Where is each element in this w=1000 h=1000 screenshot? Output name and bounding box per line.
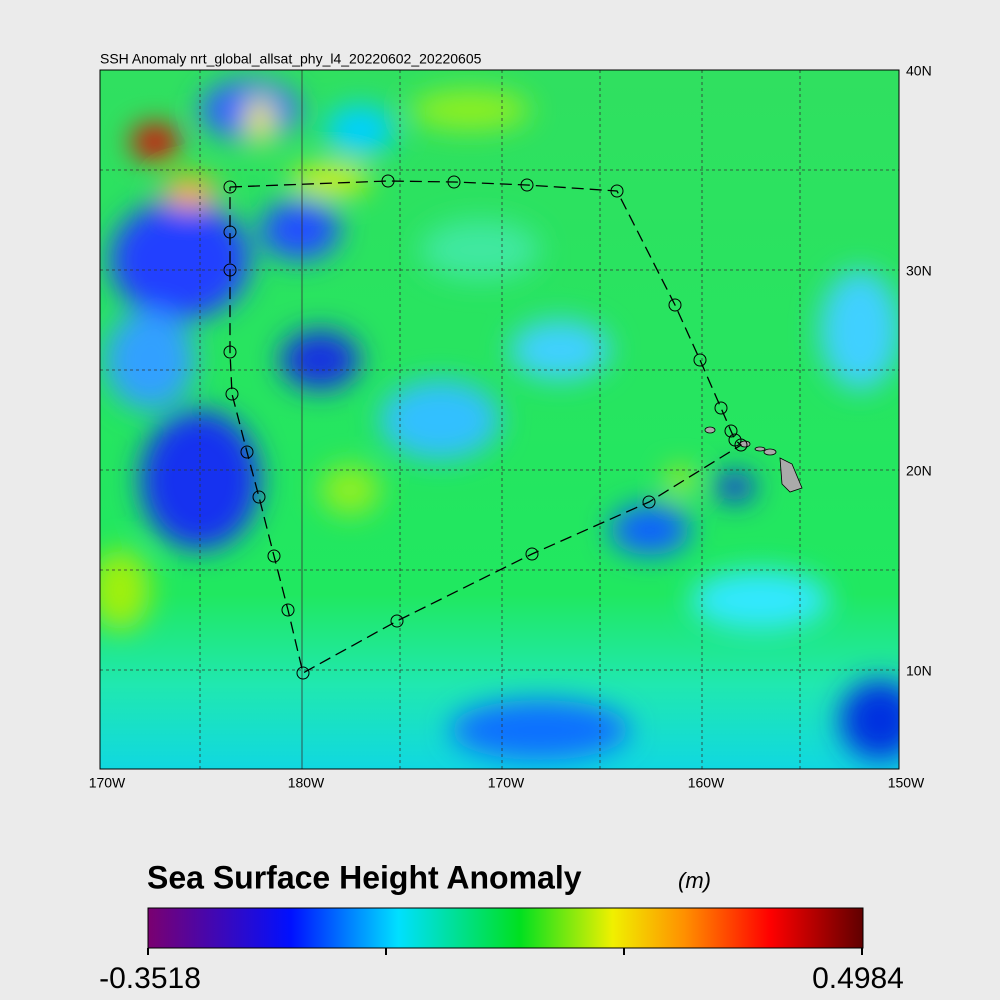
lat-label: 30N bbox=[906, 263, 932, 279]
colorbar-max: 0.4984 bbox=[812, 962, 904, 995]
lon-label: 170W bbox=[89, 775, 126, 791]
colorbar-min: -0.3518 bbox=[99, 962, 201, 995]
colorbar-title: Sea Surface Height Anomaly bbox=[147, 859, 582, 895]
colorbar bbox=[147, 907, 864, 949]
map-title: SSH Anomaly nrt_global_allsat_phy_l4_202… bbox=[100, 51, 482, 67]
lon-label: 180W bbox=[288, 775, 325, 791]
lon-label: 150W bbox=[888, 775, 925, 791]
lon-label: 160W bbox=[688, 775, 725, 791]
map-frame bbox=[99, 69, 900, 770]
lat-label: 10N bbox=[906, 663, 932, 679]
lon-label: 170W bbox=[488, 775, 525, 791]
ssh-field bbox=[100, 70, 899, 769]
lat-label: 40N bbox=[906, 63, 932, 79]
lat-label: 20N bbox=[906, 463, 932, 479]
colorbar-unit: (m) bbox=[678, 868, 711, 893]
